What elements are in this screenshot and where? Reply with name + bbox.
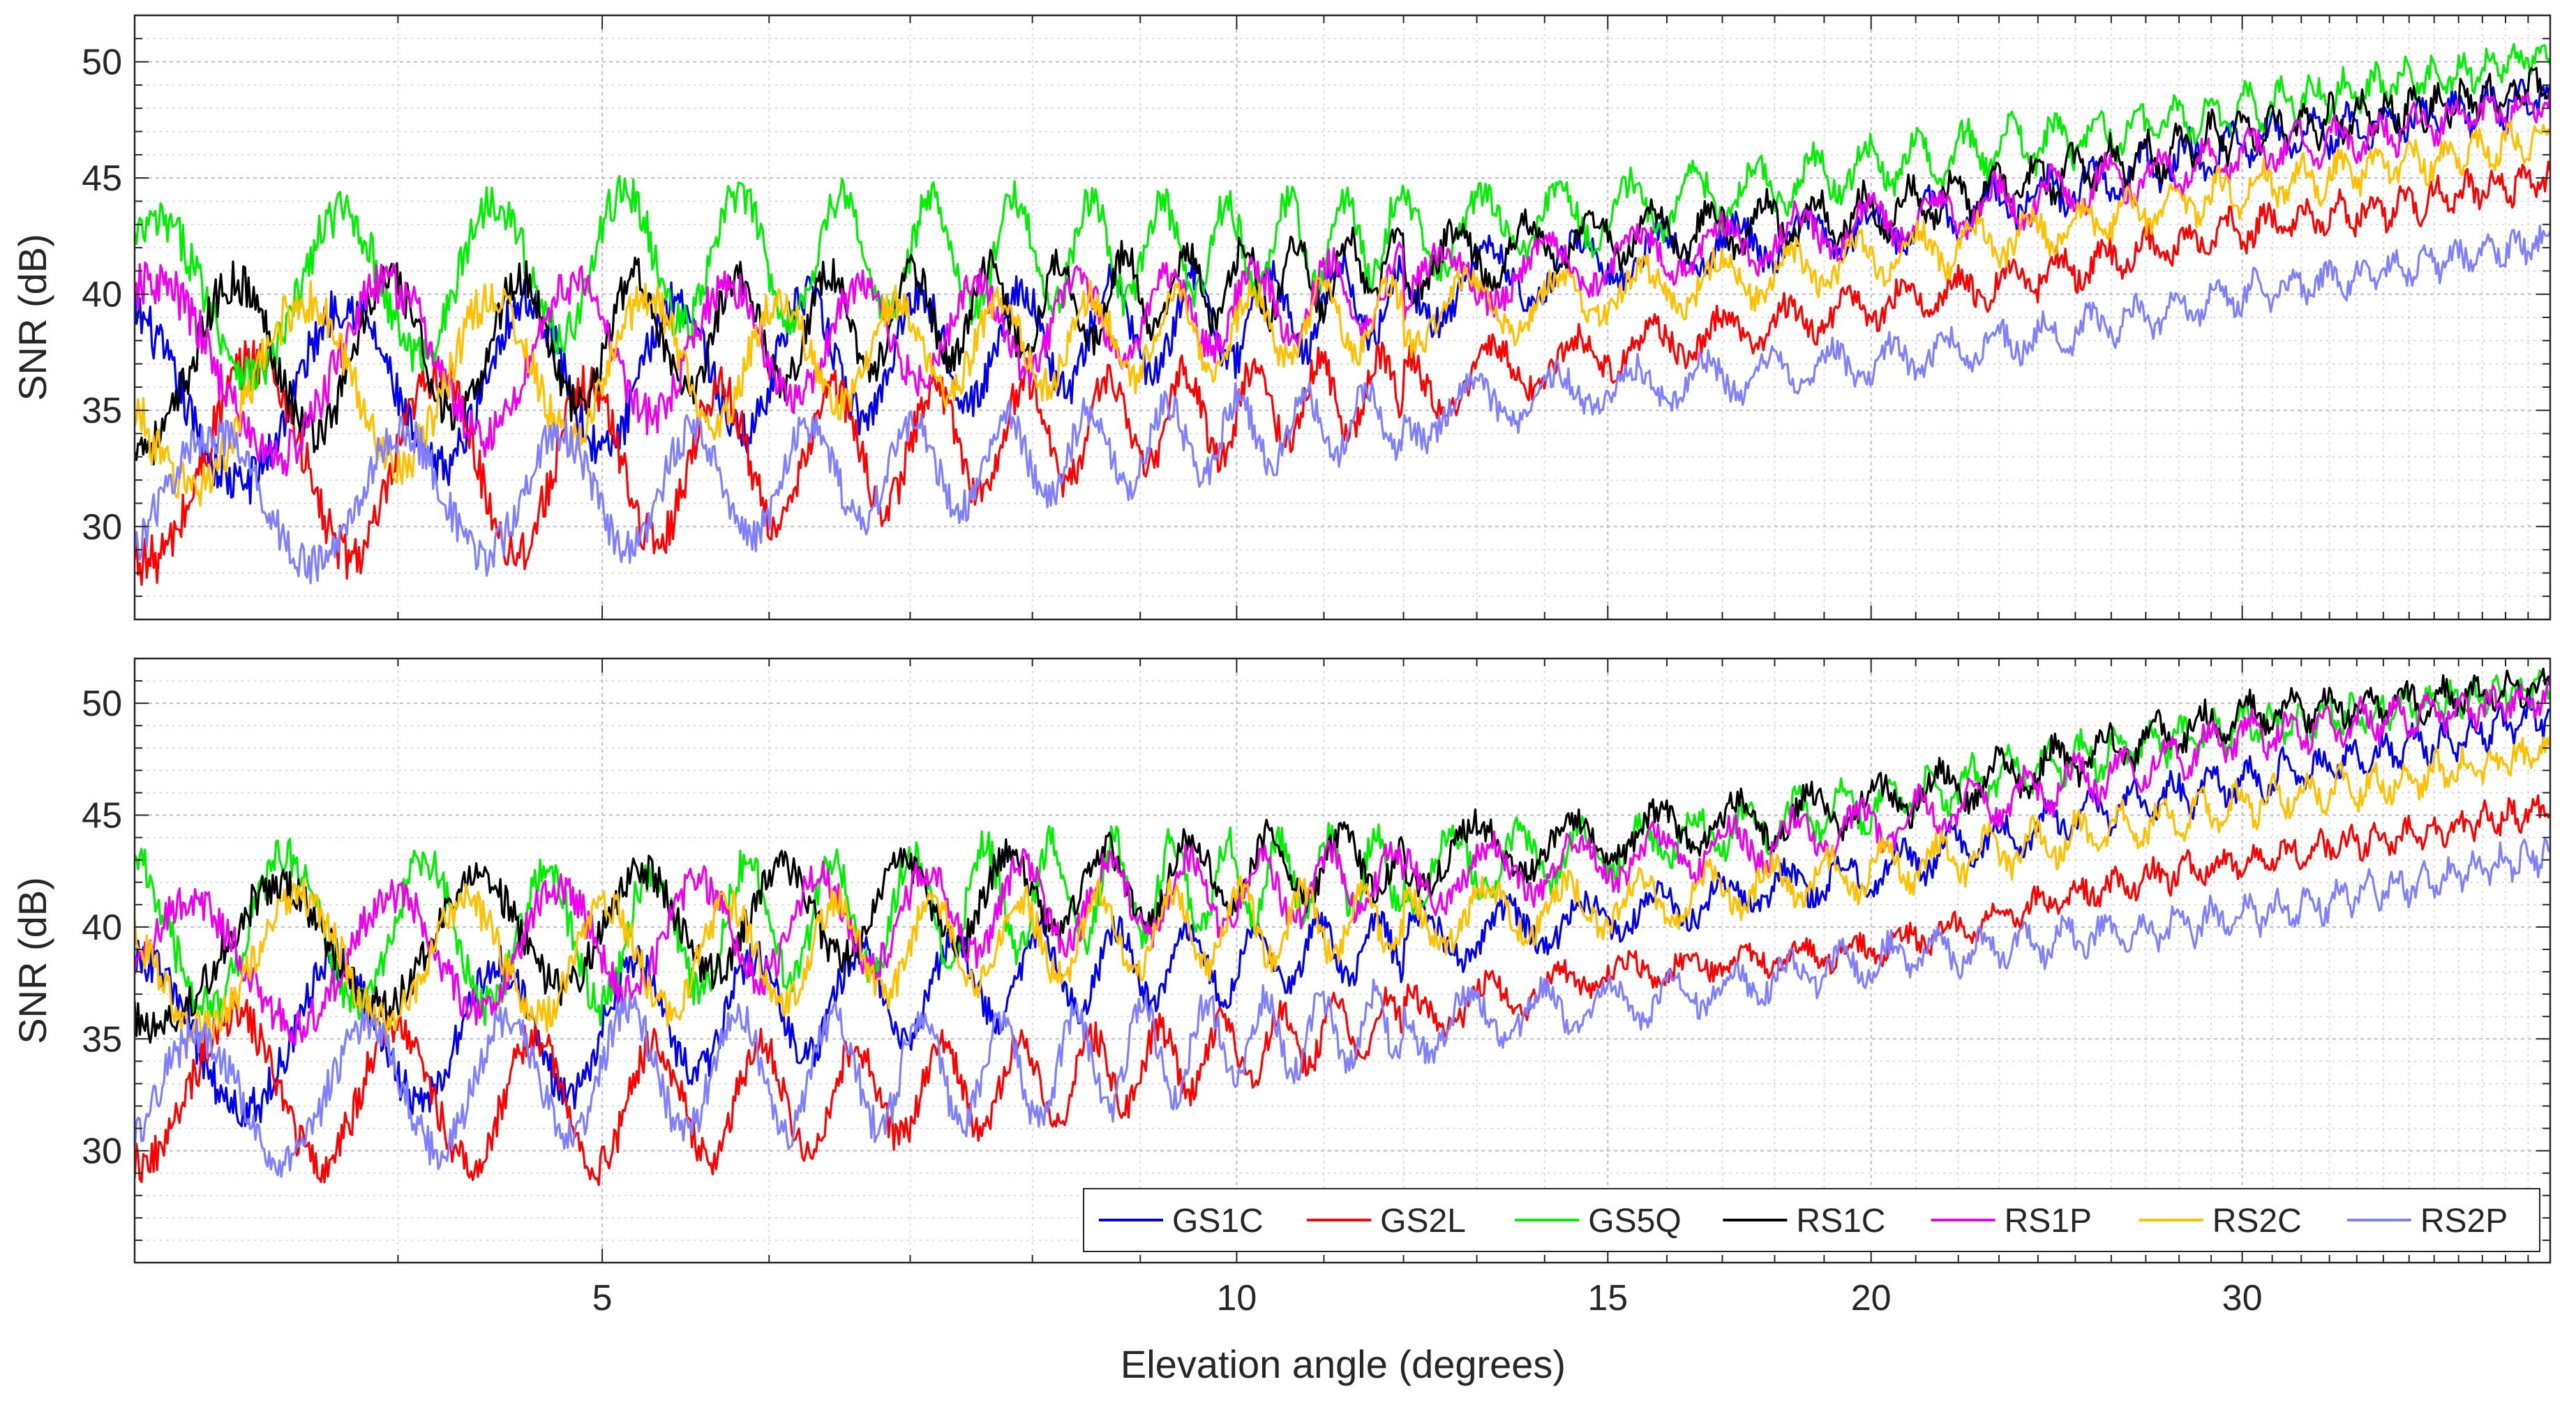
- x-tick-label: 10: [1216, 1278, 1257, 1318]
- y-tick-label: 45: [82, 158, 122, 199]
- series-group: [135, 43, 2550, 586]
- x-tick-label: 15: [1587, 1278, 1628, 1318]
- legend-label-gs2l: GS2L: [1380, 1203, 1466, 1240]
- series-line-rs2c: [135, 119, 2550, 507]
- y-tick-label: 35: [82, 391, 122, 431]
- series-line-rs1c: [135, 66, 2550, 466]
- y-tick-label: 30: [82, 1131, 122, 1172]
- legend-label-rs2c: RS2C: [2212, 1203, 2302, 1240]
- panels: 30 35 40 45 50 SNR (dB) 30 35 40 45 50 5 10 15 20 30 SNR…: [10, 14, 2552, 1318]
- panel-top: 30 35 40 45 50 SNR (dB): [10, 14, 2552, 621]
- legend-label-gs1c: GS1C: [1172, 1203, 1264, 1240]
- x-tick-label: 20: [1851, 1278, 1892, 1318]
- legend-label-gs5q: GS5Q: [1588, 1203, 1681, 1240]
- y-tick-label: 50: [82, 684, 122, 724]
- legend: GS1C GS2L GS5Q RS1C RS1P RS2C RS2P: [1083, 1188, 2540, 1252]
- series-group: [135, 668, 2550, 1187]
- series-line-gs2l: [135, 794, 2550, 1187]
- y-tick-label: 50: [82, 43, 122, 83]
- x-tick-label: 5: [592, 1278, 613, 1318]
- y-tick-label: 40: [82, 908, 122, 948]
- series-line-rs2p: [135, 837, 2550, 1178]
- panel-bottom: 30 35 40 45 50 5 10 15 20 30 SNR (dB) GS1C GS2L GS5Q R…: [10, 657, 2552, 1318]
- series-line-rs1p: [135, 89, 2550, 476]
- legend-label-rs1c: RS1C: [1796, 1203, 1885, 1240]
- axes-box: [133, 657, 2552, 1264]
- x-tick-label: 30: [2222, 1278, 2263, 1318]
- series-line-rs1p: [135, 677, 2550, 1046]
- legend-label-rs1p: RS1P: [2005, 1203, 2092, 1240]
- y-axis-label: SNR (dB): [10, 877, 54, 1044]
- legend-label-rs2p: RS2P: [2420, 1203, 2508, 1240]
- y-tick-label: 40: [82, 275, 122, 315]
- series-line-rs2c: [135, 735, 2550, 1044]
- plot-area: [135, 659, 2550, 1263]
- series-line-rs1c: [135, 668, 2550, 1044]
- y-axis-label: SNR (dB): [10, 234, 54, 401]
- y-tick-label: 45: [82, 796, 122, 836]
- y-tick-label: 35: [82, 1019, 122, 1060]
- x-axis-label: Elevation angle (degrees): [1121, 1342, 1566, 1386]
- y-tick-label: 30: [82, 507, 122, 548]
- series-line-rs2p: [135, 225, 2550, 585]
